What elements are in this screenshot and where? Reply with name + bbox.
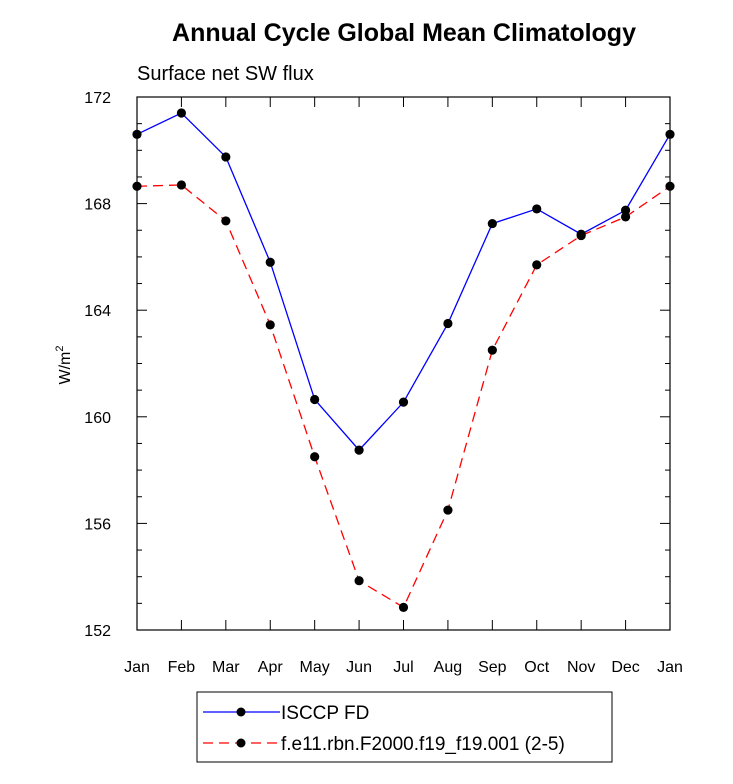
- data-point-series-0: [443, 318, 453, 329]
- x-tick-label: Dec: [611, 659, 639, 676]
- x-tick-label: Jan: [657, 659, 683, 676]
- data-point-series-1: [221, 216, 231, 226]
- x-tick-label: Apr: [258, 659, 284, 676]
- x-tick-label: Sep: [478, 659, 507, 676]
- legend-marker-isccp: [236, 707, 246, 717]
- data-point-series-0: [665, 129, 675, 139]
- data-point-series-1: [487, 345, 497, 355]
- legend-box: [196, 691, 613, 763]
- y-tick-label: 172: [84, 90, 111, 107]
- data-point-series-1: [176, 180, 187, 190]
- x-tick-label: Jun: [346, 659, 372, 676]
- legend-marker-model: [236, 738, 246, 748]
- x-tick-label: Oct: [524, 659, 549, 676]
- chart-subtitle: Surface net SW flux: [137, 63, 314, 85]
- data-point-series-1: [665, 181, 675, 191]
- plot-frame: [136, 96, 671, 631]
- x-tick-label: May: [300, 659, 330, 676]
- data-point-series-1: [398, 602, 409, 612]
- data-point-series-0: [487, 218, 497, 229]
- data-point-series-0: [354, 445, 364, 455]
- x-tick-label: Jan: [124, 659, 150, 676]
- series-points: [132, 108, 675, 612]
- data-point-series-1: [310, 452, 320, 462]
- x-tick-label: Jul: [393, 659, 413, 676]
- x-tick-label: Feb: [168, 659, 196, 676]
- y-tick-label: 156: [84, 516, 111, 533]
- x-tick-label: Aug: [434, 659, 462, 676]
- series-lines: [136, 112, 671, 609]
- y-axis-label-superscript: 2: [54, 346, 66, 352]
- axis-ticks: [136, 96, 671, 631]
- data-point-series-0: [221, 152, 231, 162]
- data-point-series-0: [176, 108, 187, 118]
- legend-label-isccp: ISCCP FD: [281, 703, 369, 724]
- x-tick-label: Mar: [212, 659, 240, 676]
- data-point-series-1: [532, 260, 542, 270]
- series-line-1: [136, 184, 671, 609]
- data-point-series-1: [354, 576, 364, 586]
- y-tick-label: 152: [84, 623, 111, 640]
- data-point-series-1: [576, 230, 586, 241]
- x-tick-label: Nov: [567, 659, 595, 676]
- data-point-series-0: [398, 397, 409, 407]
- data-point-series-0: [620, 205, 631, 215]
- y-axis-label-text: W/m: [57, 352, 74, 385]
- legend: ISCCP FD f.e11.rbn.F2000.f19_f19.001 (2-…: [196, 691, 613, 763]
- y-tick-label: 164: [84, 303, 111, 320]
- axis-tick-labels: Jan Feb Mar Apr May Jun Jul Aug Sep Oct Nov Dec Jan 1…: [84, 90, 683, 676]
- data-point-series-0: [532, 204, 542, 214]
- data-point-series-0: [132, 129, 142, 139]
- data-point-series-0: [265, 257, 275, 267]
- y-tick-label: 160: [84, 410, 111, 427]
- data-point-series-1: [132, 181, 142, 191]
- data-point-series-1: [620, 212, 631, 222]
- data-point-series-1: [443, 505, 453, 515]
- data-point-series-1: [265, 320, 275, 330]
- y-tick-label: 168: [84, 197, 111, 214]
- legend-label-model: f.e11.rbn.F2000.f19_f19.001 (2-5): [281, 734, 565, 755]
- data-point-series-0: [310, 394, 320, 405]
- chart-title: Annual Cycle Global Mean Climatology: [172, 19, 636, 47]
- y-axis-label: W/m2: [54, 346, 74, 385]
